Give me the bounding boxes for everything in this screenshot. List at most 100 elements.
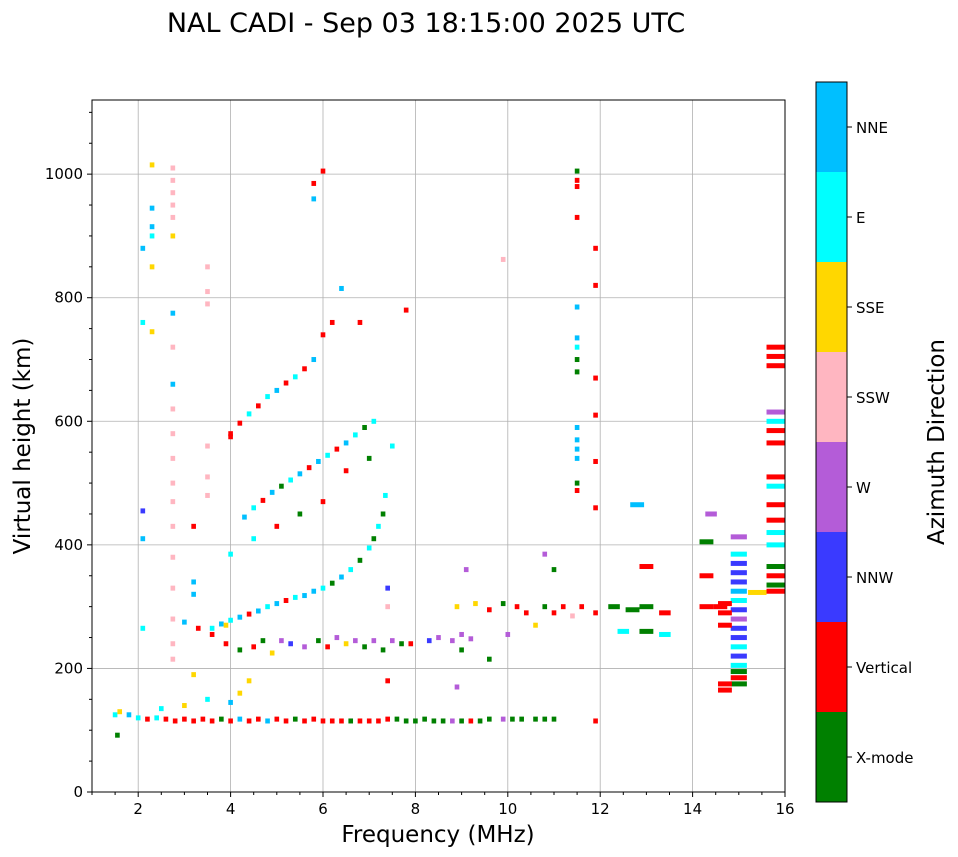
data-point-vertical [766,428,785,434]
data-point-nne [574,455,580,461]
data-point-w [389,638,395,644]
data-point-e [288,477,293,483]
data-point-vertical [713,604,728,610]
data-point-sse [343,641,349,647]
data-point-x-mode [380,647,386,653]
data-point-x-mode [362,644,367,650]
y-tick-label: 800 [54,289,83,307]
data-point-sse [454,604,460,610]
data-point-e [140,625,146,631]
x-axis-ticks: 2 4 6 8 10 12 14 16 [91,792,795,818]
data-point-e [149,233,155,239]
data-point-w [463,567,469,573]
data-point-x-mode [625,607,640,613]
data-point-e [112,712,118,718]
data-point-vertical [766,353,785,359]
data-point-nne [191,579,196,585]
data-point-e [320,585,326,591]
data-point-w [730,534,747,540]
data-point-w [353,638,358,644]
data-point-nne [730,588,747,594]
data-point-w [766,409,785,415]
data-point-x-mode [413,718,418,724]
colorbar-label: Azimuth Direction [924,339,950,545]
data-point-vertical [274,716,280,722]
data-point-x-mode [279,483,284,489]
y-tick-label: 1000 [45,165,83,183]
data-point-sse [223,622,229,628]
data-point-e [730,551,747,557]
data-point-ssw [500,256,506,262]
data-point-ssw [205,289,210,295]
x-tick-label: 16 [775,800,794,818]
data-point-e [371,418,377,424]
data-point-sse [191,672,196,678]
data-point-nne [219,621,224,627]
data-point-ssw [385,604,390,610]
colorbar-tick-label: X-mode [856,749,913,767]
data-point-x-mode [519,716,524,722]
data-point-e [389,443,395,449]
data-point-vertical [283,597,289,603]
data-point-nne [140,245,146,251]
data-point-ssw [205,474,210,480]
data-point-nne [170,381,176,387]
data-point-w [500,716,506,722]
data-point-vertical [385,716,390,722]
data-point-vertical [766,517,785,523]
y-axis-ticks: 0 200 400 600 800 1000 [45,111,92,801]
data-point-x-mode [371,536,377,542]
data-point-nne [242,514,247,520]
data-point-vertical [145,716,150,722]
data-point-ssw [205,301,210,307]
colorbar-segment-nnw [816,532,847,622]
data-point-e [617,628,630,634]
data-point-nne [574,424,580,430]
data-point-e [325,452,330,458]
data-point-x-mode [348,718,354,724]
data-point-sse [182,703,187,709]
plot-frame [91,99,786,793]
data-point-vertical [699,604,714,610]
data-point-ssw [170,554,176,560]
data-point-e [574,344,580,350]
data-point-nnw [730,653,747,659]
data-point-vertical [408,641,414,647]
data-point-vertical [718,681,732,687]
data-point-e [228,617,233,623]
data-point-x-mode [380,511,386,517]
data-point-vertical [574,488,580,494]
data-point-x-mode [440,718,446,724]
data-point-e [348,567,354,573]
data-point-x-mode [219,716,224,722]
data-point-nne [574,335,580,341]
data-point-x-mode [357,557,363,563]
data-point-vertical [320,168,326,174]
data-point-w [279,638,284,644]
x-tick-label: 12 [591,800,610,818]
data-point-e [730,662,747,668]
data-point-e [251,536,257,542]
data-point-vertical [228,431,233,437]
colorbar-segment-e [816,172,847,262]
data-point-x-mode [533,716,538,722]
data-point-nne [149,205,155,211]
data-point-x-mode [403,718,409,724]
data-point-nnw [730,635,747,641]
data-point-vertical [718,622,732,628]
data-point-vertical [366,718,372,724]
data-point-nnw [730,560,747,566]
data-point-vertical [766,344,785,350]
data-point-nne [256,608,261,614]
data-point-nne [574,437,580,443]
data-point-vertical [376,718,381,724]
data-point-vertical [209,631,215,637]
data-point-nne [274,387,280,393]
data-point-nne [311,196,317,202]
data-point-nnw [385,585,390,591]
x-axis-label: Frequency (MHz) [341,822,534,848]
data-point-vertical [228,434,233,440]
data-point-nnw [730,625,747,631]
data-point-nne [170,310,176,316]
